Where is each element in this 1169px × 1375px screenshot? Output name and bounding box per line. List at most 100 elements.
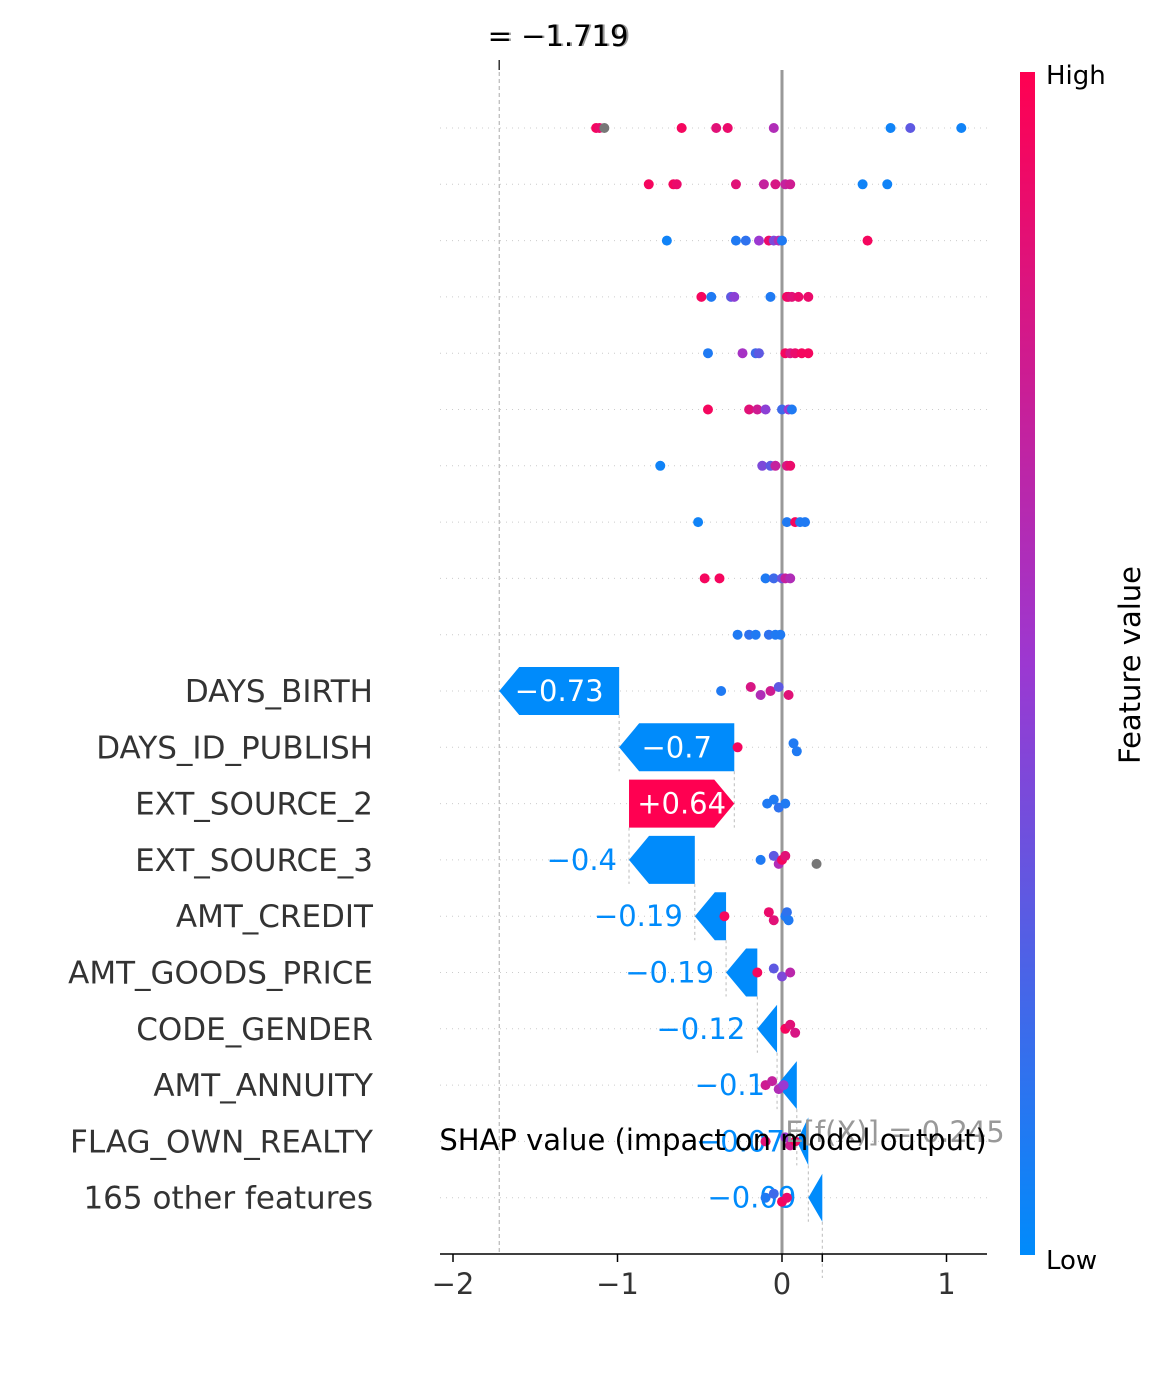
x-axis-title: SHAP value (impact on model output) [439, 1123, 986, 1157]
scatter-point [885, 123, 896, 133]
scatter-point [791, 746, 802, 757]
fx-label: = −1.719 [488, 19, 629, 53]
scatter-point [702, 348, 713, 359]
scatter-point [785, 179, 796, 190]
scatter-point [882, 179, 893, 190]
x-tick-label: 0 [773, 1267, 791, 1301]
scatter-point [755, 690, 766, 700]
scatter-point [785, 1019, 796, 1030]
scatter-point [661, 235, 672, 246]
colorbar-title: Feature value [1113, 566, 1147, 764]
scatter-point [693, 517, 704, 528]
scatter-point [714, 573, 725, 584]
x-tick-label: −2 [432, 1267, 475, 1301]
scatter-point [643, 179, 654, 190]
scatter-point [696, 291, 707, 302]
waterfall-bar [629, 835, 695, 884]
scatter-point [768, 573, 779, 584]
waterfall-bar [796, 1117, 809, 1166]
scatter-point [803, 291, 814, 302]
feature-value-colorbar: High Low Feature value [1020, 61, 1147, 1276]
feature-label: FLAG_OWN_REALTY [70, 1124, 373, 1160]
scatter-point [777, 971, 787, 982]
base-value-label: E[f(X)] = 0.245 [785, 1115, 1004, 1149]
feature-label: DAYS_BIRTH [185, 674, 373, 710]
scatter-point [711, 123, 722, 133]
scatter-point [785, 460, 796, 471]
waterfall-bar [726, 948, 758, 997]
scatter-point [752, 967, 763, 978]
scatter-point [800, 517, 811, 528]
scatter-point [780, 1132, 791, 1143]
colorbar-high-label: High [1046, 61, 1106, 91]
scatter-point [780, 798, 791, 809]
scatter-point [765, 291, 776, 302]
scatter-point [758, 179, 769, 190]
waterfall-bar [499, 667, 620, 715]
scatter-point [760, 1192, 771, 1203]
bar-value-label: −0.7 [642, 730, 712, 764]
scatter-point [788, 738, 799, 749]
scatter-point [781, 1192, 792, 1203]
scatter-point [763, 907, 774, 918]
scatter-point [781, 907, 792, 918]
waterfall-bars: −0.73−0.7+0.64−0.4−0.19−0.19−0.12−0.1−0.… [499, 667, 823, 1222]
x-axis: −2 −1 0 1 [432, 1253, 987, 1301]
scatter-point [760, 404, 771, 415]
scatter-point [753, 235, 764, 246]
scatter-point [783, 690, 794, 700]
scatter-point [777, 235, 787, 246]
feature-label: CODE_GENDER [136, 1012, 373, 1048]
waterfall-bar [629, 779, 735, 828]
waterfall-bar [808, 1173, 823, 1222]
scatter-point [730, 179, 741, 190]
scatter-point [767, 1076, 778, 1087]
scatter-point [770, 179, 781, 190]
scatter-point [785, 573, 796, 584]
scatter-point [752, 404, 763, 415]
scatter-point [699, 573, 710, 584]
scatter-point [719, 911, 730, 922]
scatter-point [775, 629, 786, 640]
scatter-point [765, 686, 776, 696]
scatter-point [790, 1136, 801, 1147]
scatter-point [757, 460, 768, 471]
scatter-point [599, 123, 610, 133]
scatter-point [722, 123, 733, 133]
scatter-point [706, 291, 717, 302]
scatter-point [744, 404, 755, 415]
x-tick-label: 1 [937, 1267, 955, 1301]
reference-lines [498, 60, 784, 1254]
scatter-point [732, 629, 743, 640]
scatter-point [780, 850, 791, 861]
colorbar-low-label: Low [1046, 1246, 1097, 1276]
scatter-point [676, 123, 687, 133]
waterfall-bar [694, 892, 727, 941]
scatter-point [760, 1136, 771, 1147]
scatter-point [768, 963, 779, 974]
scatter-point [768, 1188, 779, 1199]
waterfall-bar [619, 723, 735, 772]
scatter-point [793, 291, 804, 302]
bar-value-label: −0.73 [515, 674, 604, 708]
scatter-point [905, 123, 916, 133]
scatter-point [702, 404, 713, 415]
scatter-point [655, 460, 666, 471]
scatter-point [790, 1027, 801, 1038]
scatter-point [768, 915, 779, 926]
scatter-point [729, 291, 740, 302]
feature-labels: DAYS_BIRTH DAYS_ID_PUBLISH EXT_SOURCE_2 EXT… [68, 674, 374, 1217]
scatter-point [773, 682, 784, 692]
bar-value-label: −0.19 [625, 956, 714, 990]
fx-label-gray: = −1.719 [490, 19, 631, 53]
scatter-point [745, 682, 756, 692]
scatter-point [857, 179, 868, 190]
feature-label: DAYS_ID_PUBLISH [96, 730, 373, 766]
scatter-point [730, 235, 741, 246]
scatter-point [956, 123, 967, 133]
scatter-point [862, 235, 873, 246]
scatter-point [737, 348, 748, 359]
scatter-point [768, 850, 779, 861]
scatter-point [811, 858, 822, 869]
